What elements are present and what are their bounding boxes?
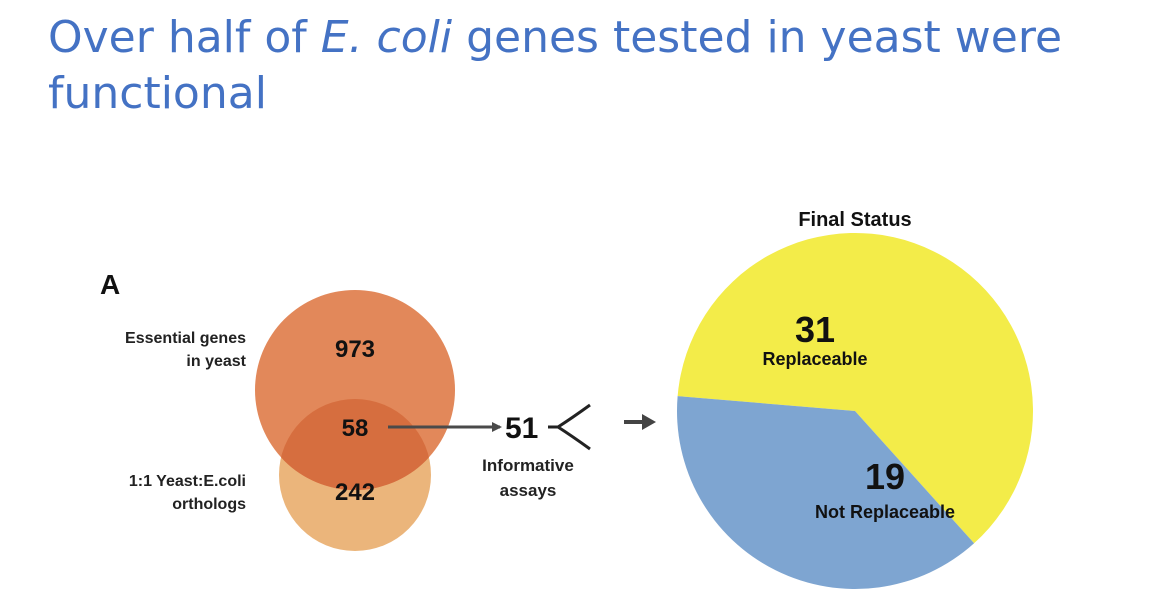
orthologs-label-line1: 1:1 Yeast:E.coli — [129, 473, 246, 490]
pie-slice-not-replaceable — [677, 396, 975, 590]
orthologs-only-count: 242 — [335, 479, 375, 506]
pie-title: Final Status — [798, 209, 911, 231]
title-text-rest: genes tested in yeast were functional — [48, 12, 1063, 119]
overlap-count: 58 — [342, 415, 369, 442]
informative-count: 51 — [505, 412, 538, 445]
split-bracket-icon — [548, 403, 591, 451]
essential-genes-label-line1: Essential genes — [125, 330, 246, 347]
title-text: Over half of — [48, 12, 321, 63]
pie-slice-replaceable — [677, 233, 1033, 544]
slice-label-replaceable: Replaceable — [762, 349, 867, 369]
orthologs-label-line2: orthologs — [172, 496, 246, 513]
panel-label: A — [100, 269, 120, 300]
final-status-pie — [677, 233, 1033, 590]
essential-only-count: 973 — [335, 336, 375, 363]
overlap-region — [279, 399, 431, 490]
informative-label-line2: assays — [500, 481, 557, 500]
slice-value-not-replaceable: 19 — [865, 456, 905, 497]
essential-genes-label-line2: in yeast — [186, 353, 246, 370]
next-step-arrow-icon — [624, 414, 656, 430]
slide-title: Over half of E. coli genes tested in yea… — [48, 10, 1148, 122]
informative-label-line1: Informative — [482, 456, 574, 475]
title-italic-organism: E. coli — [320, 12, 453, 63]
slice-label-not-replaceable: Not Replaceable — [815, 502, 955, 522]
slice-value-replaceable: 31 — [795, 309, 835, 350]
